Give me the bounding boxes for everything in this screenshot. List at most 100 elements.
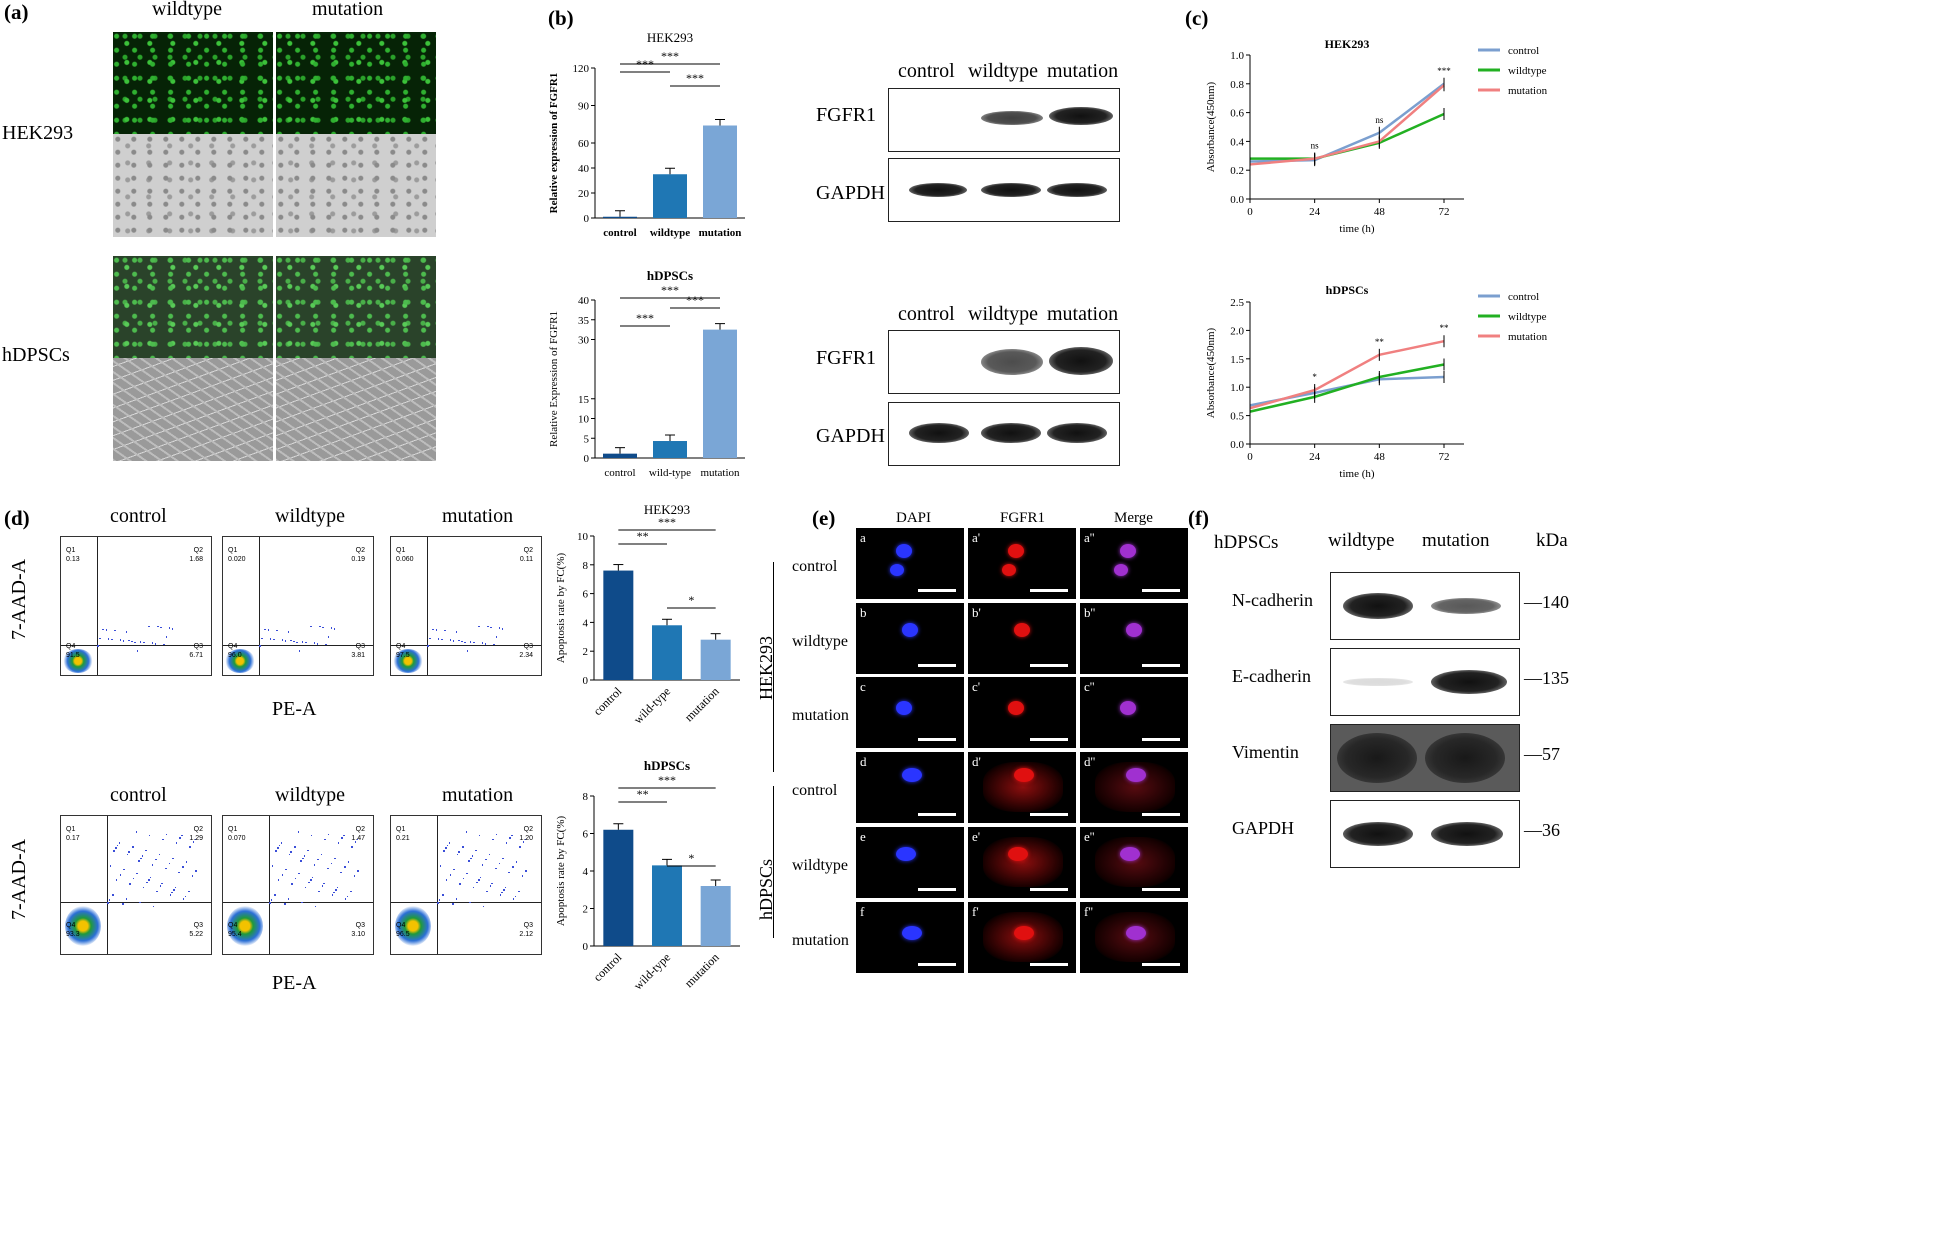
y-tick-label: 10 <box>578 414 590 426</box>
wb1-row-gapdh: GAPDH <box>816 182 885 204</box>
wb-f-blot-e-cadherin <box>1330 648 1520 716</box>
y-tick-label: 0.2 <box>1230 165 1244 177</box>
cck8-hek293-chart: HEK293 0.0 0.2 0.4 0.6 0.8 1.0 0 24 48 72 time (h) A… <box>1205 37 1548 235</box>
wb-f-row-label: Vimentin <box>1232 742 1299 762</box>
x-tick-label: 72 <box>1439 206 1450 218</box>
panel-label-f: (f) <box>1188 506 1209 530</box>
y-axis-label: Relative expression of FGFR1 <box>548 73 560 214</box>
chart-title: HEK293 <box>644 502 690 517</box>
q3-label: Q3 <box>193 643 203 650</box>
if-image-letter: d' <box>972 754 981 769</box>
significance-marker: ** <box>1375 337 1385 347</box>
chart-title: hDPSCs <box>647 268 693 283</box>
significance-marker: * <box>688 851 694 865</box>
category-label: mutation <box>700 467 740 479</box>
chart-title: hDPSCs <box>1326 283 1369 297</box>
bar-mutation <box>700 886 731 946</box>
if-row-label: mutation <box>792 932 849 949</box>
wb1-col-wildtype: wildtype <box>968 60 1038 82</box>
if-image-letter: c'' <box>1084 679 1095 694</box>
hek-mutation-brightfield-image <box>276 134 436 237</box>
significance-marker: *** <box>658 773 676 787</box>
bar-wildtype <box>653 174 687 218</box>
wb2-fgfr1-blot <box>888 330 1120 394</box>
flow-hdpsc-col-control: control <box>110 784 167 806</box>
if-image-e'': e'' <box>1080 827 1188 898</box>
if-image-letter: f' <box>972 904 979 919</box>
y-tick-label: 0 <box>584 453 590 465</box>
q4-value: 93.3 <box>66 931 80 938</box>
f-col-wildtype: wildtype <box>1328 530 1395 551</box>
row-label-hek293: HEK293 <box>2 122 74 144</box>
bar-wild-type <box>652 625 682 680</box>
if-image-letter: f'' <box>1084 904 1094 919</box>
qpcr-hek293-chart: HEK293 0 20 40 60 90 120 control wildtype mutatio… <box>548 30 745 239</box>
category-label: wildtype <box>650 227 690 239</box>
y-tick-label: 2.5 <box>1230 297 1244 309</box>
x-tick-label: 48 <box>1374 451 1386 463</box>
y-tick-label: 40 <box>578 163 590 175</box>
legend-label-control: control <box>1508 291 1539 303</box>
chart-title: hDPSCs <box>644 758 690 773</box>
q2-label: Q2 <box>193 826 203 833</box>
q4-label: Q4 <box>396 922 406 929</box>
significance-marker: ** <box>637 787 649 801</box>
x-tick-label: 0 <box>1247 206 1253 218</box>
if-group-hdpscs: hDPSCs <box>756 858 776 920</box>
if-image-letter: d <box>860 754 867 769</box>
q3-value: 2.34 <box>519 652 533 659</box>
flow-hdpsc-col-wildtype: wildtype <box>275 784 345 806</box>
wb2-col-wildtype: wildtype <box>968 303 1038 325</box>
q4-label: Q4 <box>66 643 76 650</box>
if-image-f: f <box>856 902 964 973</box>
if-image-e': e' <box>968 827 1076 898</box>
q4-value: 91.5 <box>66 652 80 659</box>
x-tick-label: 72 <box>1439 451 1450 463</box>
q2-value: 0.19 <box>351 556 365 563</box>
flow-hek-col-mutation: mutation <box>442 505 514 527</box>
if-row-label: mutation <box>792 707 849 724</box>
q2-label: Q2 <box>523 826 533 833</box>
series-line-mutation <box>1249 339 1445 410</box>
q3-label: Q3 <box>193 922 203 929</box>
q3-value: 6.71 <box>189 652 203 659</box>
q1-value: 0.13 <box>66 556 80 563</box>
hdpsc-mutation-phase-image <box>276 358 436 461</box>
q3-value: 3.81 <box>351 652 365 659</box>
wb1-fgfr1-blot <box>888 88 1120 152</box>
bar-mutation <box>703 329 737 458</box>
y-tick-label: 20 <box>578 188 590 200</box>
hek-wildtype-brightfield-image <box>113 134 273 237</box>
y-tick-label: 4 <box>583 617 589 629</box>
y-axis-label: Apoptosis rate by FC(%) <box>555 553 567 664</box>
bar-control <box>603 829 634 946</box>
flow-plot-hdpsc-mutation: Q1 0.21 Q2 1.20 Q3 2.12 Q4 96.5 <box>390 815 542 955</box>
q1-label: Q1 <box>396 826 406 833</box>
flow-hdpsc-col-mutation: mutation <box>442 784 514 806</box>
flow-hdpsc-xaxis: PE-A <box>272 972 317 994</box>
y-axis-label: Absorbance(450nm) <box>1205 81 1217 172</box>
y-tick-label: 4 <box>583 866 589 878</box>
if-col-fgfr1: FGFR1 <box>1000 510 1046 526</box>
significance-marker: *** <box>661 49 679 63</box>
significance-marker: *** <box>1437 66 1451 76</box>
q4-value: 96.5 <box>396 931 410 938</box>
significance-marker: *** <box>636 311 654 325</box>
wb1-gapdh-blot <box>888 158 1120 222</box>
if-image-e: e <box>856 827 964 898</box>
panel-label-a: (a) <box>4 0 29 24</box>
q3-value: 2.12 <box>519 931 533 938</box>
q3-value: 3.10 <box>351 931 365 938</box>
q4-label: Q4 <box>228 922 238 929</box>
y-tick-label: 0.6 <box>1230 108 1244 120</box>
flow-hek-col-control: control <box>110 505 167 527</box>
hdpsc-group-divider <box>773 786 774 938</box>
wb-f-row-label: E-cadherin <box>1232 666 1311 686</box>
significance-marker: ** <box>1440 323 1450 333</box>
flow-plot-hek-mutation: Q1 0.060 Q2 0.11 Q3 2.34 Q4 97.5 <box>390 536 542 676</box>
q2-label: Q2 <box>523 547 533 554</box>
y-tick-label: 120 <box>573 63 590 75</box>
flow-hdpsc-yaxis: 7-AAD-A <box>8 838 30 920</box>
q4-label: Q4 <box>396 643 406 650</box>
if-image-b': b' <box>968 603 1076 674</box>
